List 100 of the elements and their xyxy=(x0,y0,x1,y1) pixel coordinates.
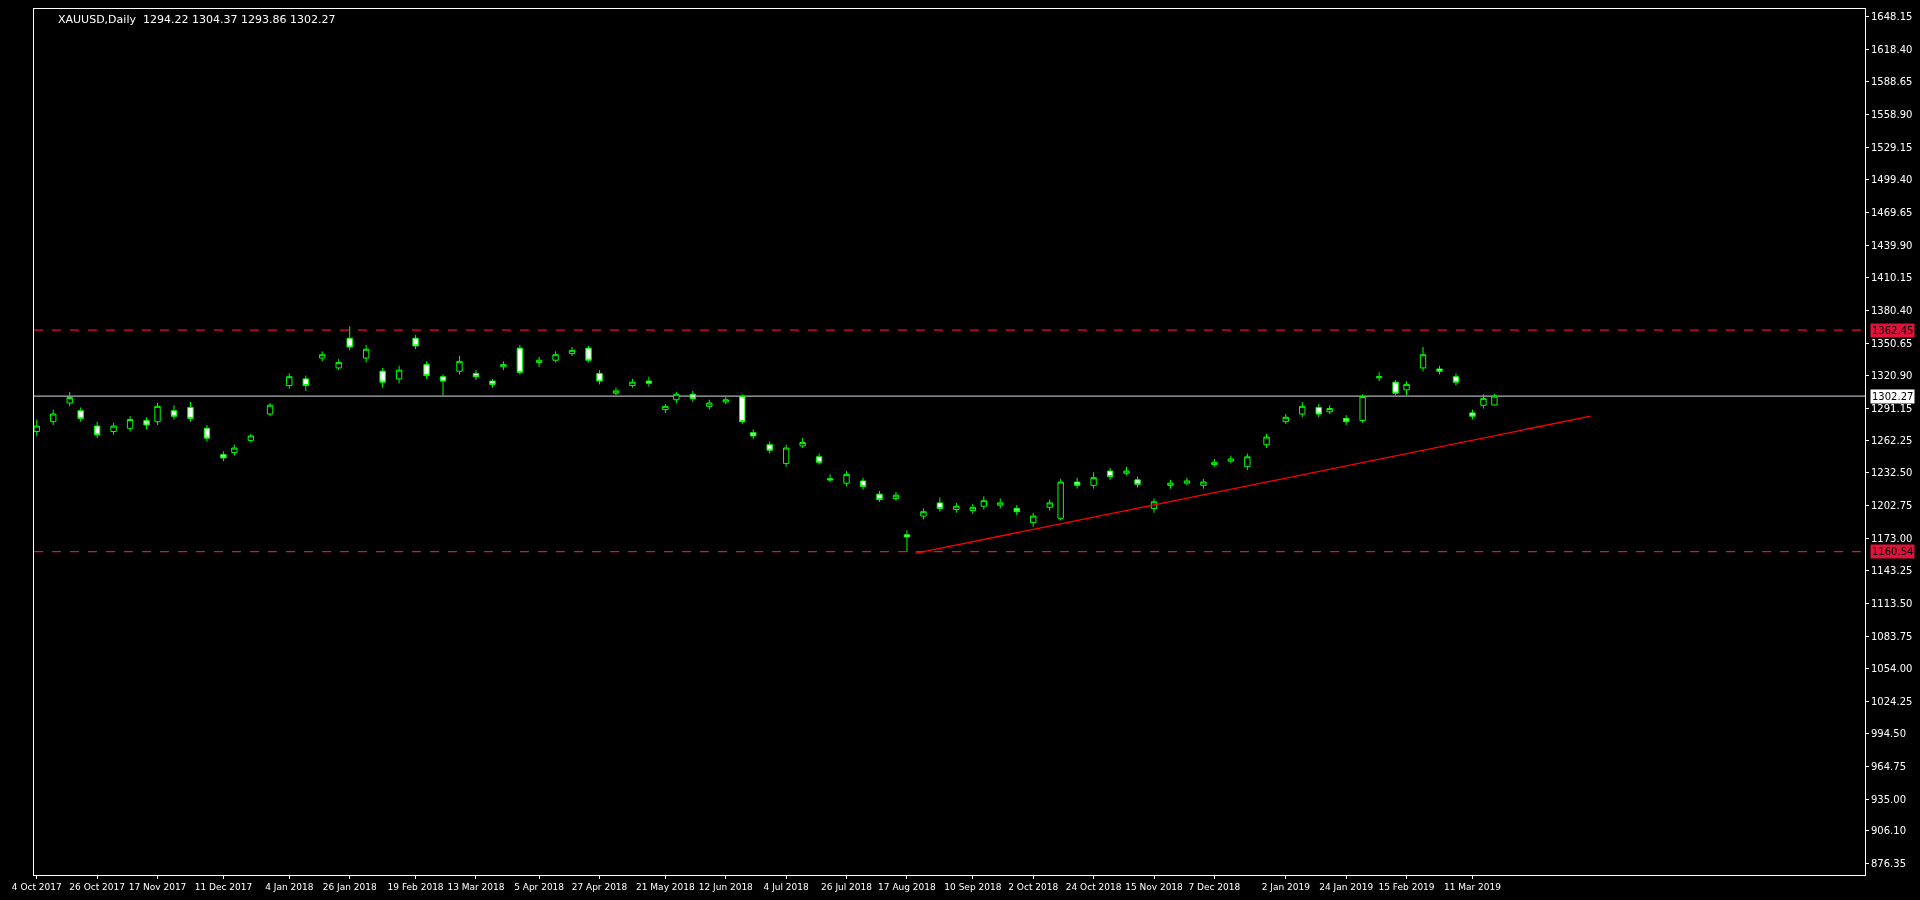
x-tick-label: 4 Oct 2017 xyxy=(11,881,62,892)
candlestick xyxy=(936,496,944,513)
candlestick xyxy=(766,440,773,455)
ref-line-label: 1362.45 xyxy=(1872,325,1914,336)
candlestick xyxy=(266,402,274,417)
candlestick xyxy=(34,419,40,437)
candlestick xyxy=(1211,458,1218,468)
candlestick xyxy=(980,495,987,510)
y-tick-label: 1380.40 xyxy=(1871,304,1913,316)
candlestick xyxy=(302,375,309,392)
candlestick xyxy=(395,365,403,384)
ref-line-label: 1160.54 xyxy=(1872,546,1914,557)
x-tick-label: 17 Nov 2017 xyxy=(128,881,187,892)
candlestick xyxy=(739,393,746,425)
candlestick xyxy=(750,428,757,440)
candlestick xyxy=(77,406,84,423)
candlestick xyxy=(247,433,255,444)
x-tick-label: 11 Mar 2019 xyxy=(1443,881,1502,892)
y-tick-label: 1232.50 xyxy=(1871,467,1913,479)
candlestick xyxy=(629,378,636,389)
candlestick xyxy=(1359,393,1366,424)
candlestick xyxy=(1342,414,1350,426)
candlestick xyxy=(66,391,73,407)
y-tick-label: 1648.15 xyxy=(1871,11,1913,23)
x-tick-label: 2 Oct 2018 xyxy=(1008,881,1059,892)
y-tick-label: 1024.25 xyxy=(1871,695,1913,707)
candlestick xyxy=(1263,433,1270,449)
y-tick-label: 935.00 xyxy=(1871,793,1906,805)
candlestick xyxy=(782,444,790,468)
candlestick xyxy=(516,344,524,375)
candlestick xyxy=(585,345,592,363)
x-tick-label: 15 Feb 2019 xyxy=(1378,881,1435,892)
x-tick-label: 24 Jan 2019 xyxy=(1319,881,1374,892)
candlestick xyxy=(110,422,117,436)
candlestick xyxy=(1106,467,1114,481)
candlestick xyxy=(50,409,57,426)
candlestick xyxy=(1282,413,1289,425)
y-tick-label: 994.50 xyxy=(1871,728,1906,740)
candlestick xyxy=(1167,479,1174,490)
y-tick-label: 1410.15 xyxy=(1871,272,1913,284)
x-tick-label: 26 Jan 2018 xyxy=(322,881,377,892)
candlestick xyxy=(456,355,463,375)
y-tick-label: 876.35 xyxy=(1871,858,1906,870)
candlestick xyxy=(920,507,927,520)
y-tick-label: 1320.90 xyxy=(1871,370,1913,382)
candlestick xyxy=(1403,380,1410,396)
candlestick xyxy=(412,334,419,350)
y-tick-label: 1202.75 xyxy=(1871,499,1913,511)
candlestick xyxy=(1134,476,1141,489)
candlestick xyxy=(1469,409,1476,420)
candlestick xyxy=(319,350,326,362)
x-tick-label: 12 Jun 2018 xyxy=(698,881,754,892)
x-tick-label: 4 Jan 2018 xyxy=(265,881,314,892)
y-tick-label: 1291.15 xyxy=(1871,402,1913,414)
x-tick-label: 5 Apr 2018 xyxy=(514,881,565,892)
candlestick xyxy=(1326,404,1333,415)
x-tick-label: 17 Aug 2018 xyxy=(878,881,937,892)
candlestick xyxy=(645,376,653,388)
candlestick xyxy=(1200,478,1207,490)
candlestick xyxy=(220,450,227,462)
candlestick xyxy=(187,401,194,423)
candlestick xyxy=(1073,477,1081,490)
candlestick xyxy=(843,470,850,487)
candlestick xyxy=(203,424,211,442)
candlestick xyxy=(231,444,238,457)
y-tick-label: 1143.25 xyxy=(1871,565,1913,577)
x-tick-label: 11 Dec 2017 xyxy=(194,881,253,892)
candlestick xyxy=(689,390,697,403)
y-tick-label: 1173.00 xyxy=(1871,532,1913,544)
candlestick xyxy=(1183,477,1191,486)
candlestick xyxy=(423,360,430,380)
candlestick xyxy=(596,369,603,385)
candlestick xyxy=(799,437,806,449)
candlestick xyxy=(1392,379,1399,396)
x-tick-label: 10 Sep 2018 xyxy=(944,881,1002,892)
candlestick xyxy=(286,372,293,390)
candlestick xyxy=(362,344,370,363)
y-tick-label: 1558.90 xyxy=(1871,108,1913,120)
x-tick-label: 7 Dec 2018 xyxy=(1188,881,1241,892)
y-tick-label: 1083.75 xyxy=(1871,630,1913,642)
candlestick xyxy=(826,473,834,483)
candlestick xyxy=(93,421,101,439)
candlestick xyxy=(170,404,178,420)
candlestick xyxy=(662,403,669,414)
candlestick xyxy=(815,453,823,465)
x-tick-label: 26 Oct 2017 xyxy=(69,881,125,892)
candlestick xyxy=(1057,478,1064,521)
chart-title: XAUUSD,Daily 1294.22 1304.37 1293.86 1302.27 xyxy=(58,13,336,26)
y-tick-label: 906.10 xyxy=(1871,825,1906,837)
candlestick xyxy=(379,367,386,389)
x-tick-label: 4 Jul 2018 xyxy=(763,881,810,892)
candlestick xyxy=(903,529,911,553)
candlestick xyxy=(953,502,960,514)
candlestick xyxy=(859,477,867,491)
candlestick xyxy=(892,491,900,502)
candlestick xyxy=(1013,504,1020,516)
candlestick xyxy=(346,325,353,351)
y-tick-label: 1262.25 xyxy=(1871,434,1913,446)
y-tick-label: 1499.40 xyxy=(1871,174,1913,186)
y-tick-label: 1439.90 xyxy=(1871,239,1913,251)
